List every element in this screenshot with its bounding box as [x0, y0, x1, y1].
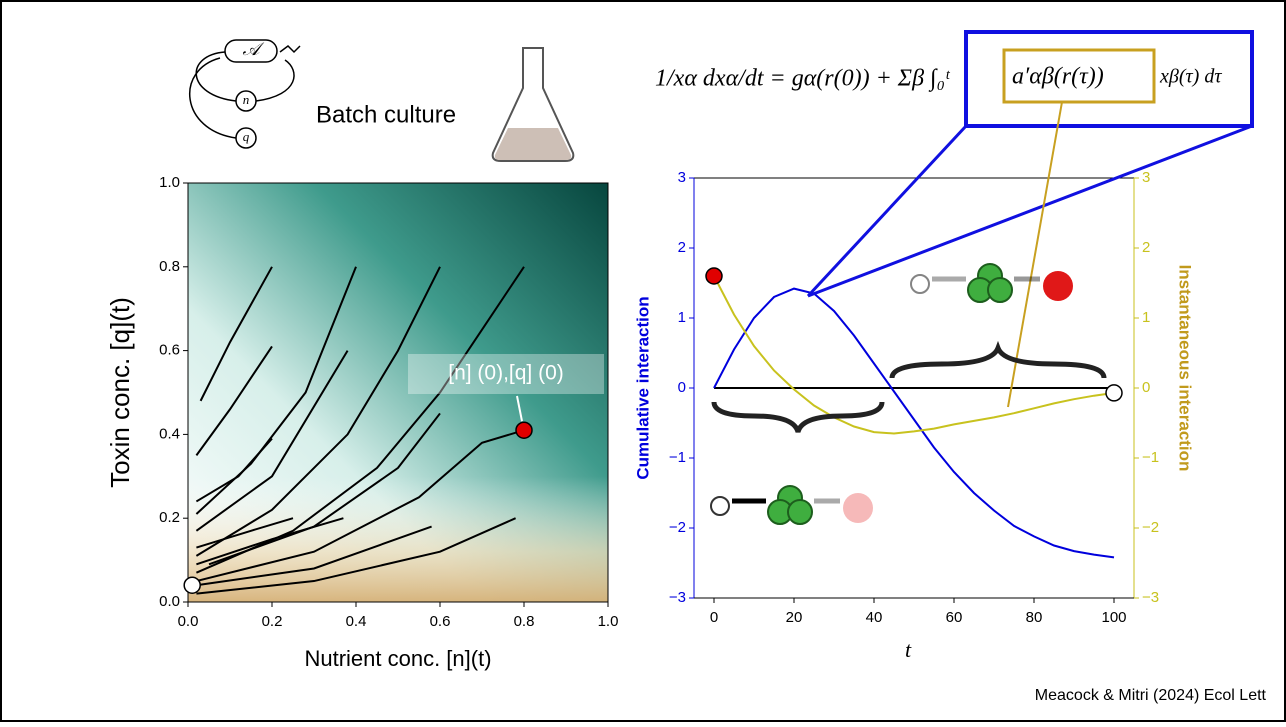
y-tick-label: 2 — [678, 239, 686, 256]
y-tick-label: 1.0 — [159, 174, 180, 191]
x-tick-label: 60 — [946, 609, 963, 626]
x-tick-label: 0.2 — [262, 613, 283, 630]
diagram-label: q — [243, 129, 250, 144]
y-tick-label: 1 — [678, 309, 686, 326]
y2-tick-label: −1 — [1142, 449, 1159, 466]
y2-tick-label: 3 — [1142, 169, 1150, 186]
end-point — [184, 577, 200, 593]
x-tick-label: 40 — [866, 609, 883, 626]
y-tick-label: 0.0 — [159, 593, 180, 610]
skull-icon — [711, 497, 729, 515]
y-tick-label: −3 — [669, 589, 686, 606]
x-tick-label: 80 — [1026, 609, 1043, 626]
y-tick-label: −1 — [669, 449, 686, 466]
bacteria-icon — [788, 500, 812, 524]
x-tick-label: 100 — [1101, 609, 1126, 626]
batch-culture-label: Batch culture — [316, 101, 456, 128]
annotation: [n] (0),[q] (0) — [448, 362, 564, 385]
x-tick-label: 0.4 — [346, 613, 367, 630]
y-tick-label: 0.4 — [159, 425, 180, 442]
y2-tick-label: −3 — [1142, 589, 1159, 606]
apple-icon — [843, 493, 873, 523]
page: {"batch_culture": "Batch culture", "cita… — [0, 0, 1286, 727]
x-tick-label: 1.0 — [598, 613, 619, 630]
x-tick-label: 0 — [710, 609, 718, 626]
x-tick-label: 20 — [786, 609, 803, 626]
bacteria-icon — [988, 278, 1012, 302]
x-tick-label: 0.0 — [178, 613, 199, 630]
y-tick-label: 0.2 — [159, 509, 180, 526]
y-axis-label: Cumulative interaction — [633, 296, 652, 479]
slide: 𝒜 n q Batch culture 1/xα dxα/dt = gα(r(0… — [0, 0, 1286, 722]
start-point — [706, 268, 722, 284]
start-point — [516, 422, 532, 438]
diagram-label: n — [243, 92, 250, 107]
equation: xβ(τ) dτ — [1159, 66, 1222, 88]
x-axis-label: Nutrient conc. [n](t) — [304, 646, 491, 671]
x-tick-label: 0.6 — [430, 613, 451, 630]
y2-axis-label: Instantaneous interaction — [1176, 265, 1195, 472]
equation-term: a′αβ(r(τ)) — [1012, 64, 1104, 90]
x-tick-label: 0.8 — [514, 613, 535, 630]
y2-tick-label: 0 — [1142, 379, 1150, 396]
y-tick-label: 0.8 — [159, 258, 180, 275]
citation: Meacock & Mitri (2024) Ecol Lett — [1035, 687, 1267, 704]
y2-tick-label: −2 — [1142, 519, 1159, 536]
y-tick-label: −2 — [669, 519, 686, 536]
y2-tick-label: 2 — [1142, 239, 1150, 256]
y-tick-label: 3 — [678, 169, 686, 186]
x-axis-label: t — [905, 637, 912, 662]
skull-icon — [911, 275, 929, 293]
apple-icon — [1043, 271, 1073, 301]
y-tick-label: 0 — [678, 379, 686, 396]
end-point — [1106, 385, 1122, 401]
y-axis-label: Toxin conc. [q](t) — [105, 297, 135, 488]
y-tick-label: 0.6 — [159, 342, 180, 359]
y2-tick-label: 1 — [1142, 309, 1150, 326]
equation: 1/xα dxα/dt = gα(r(0)) + Σβ ∫₀ᵗ — [655, 66, 951, 93]
